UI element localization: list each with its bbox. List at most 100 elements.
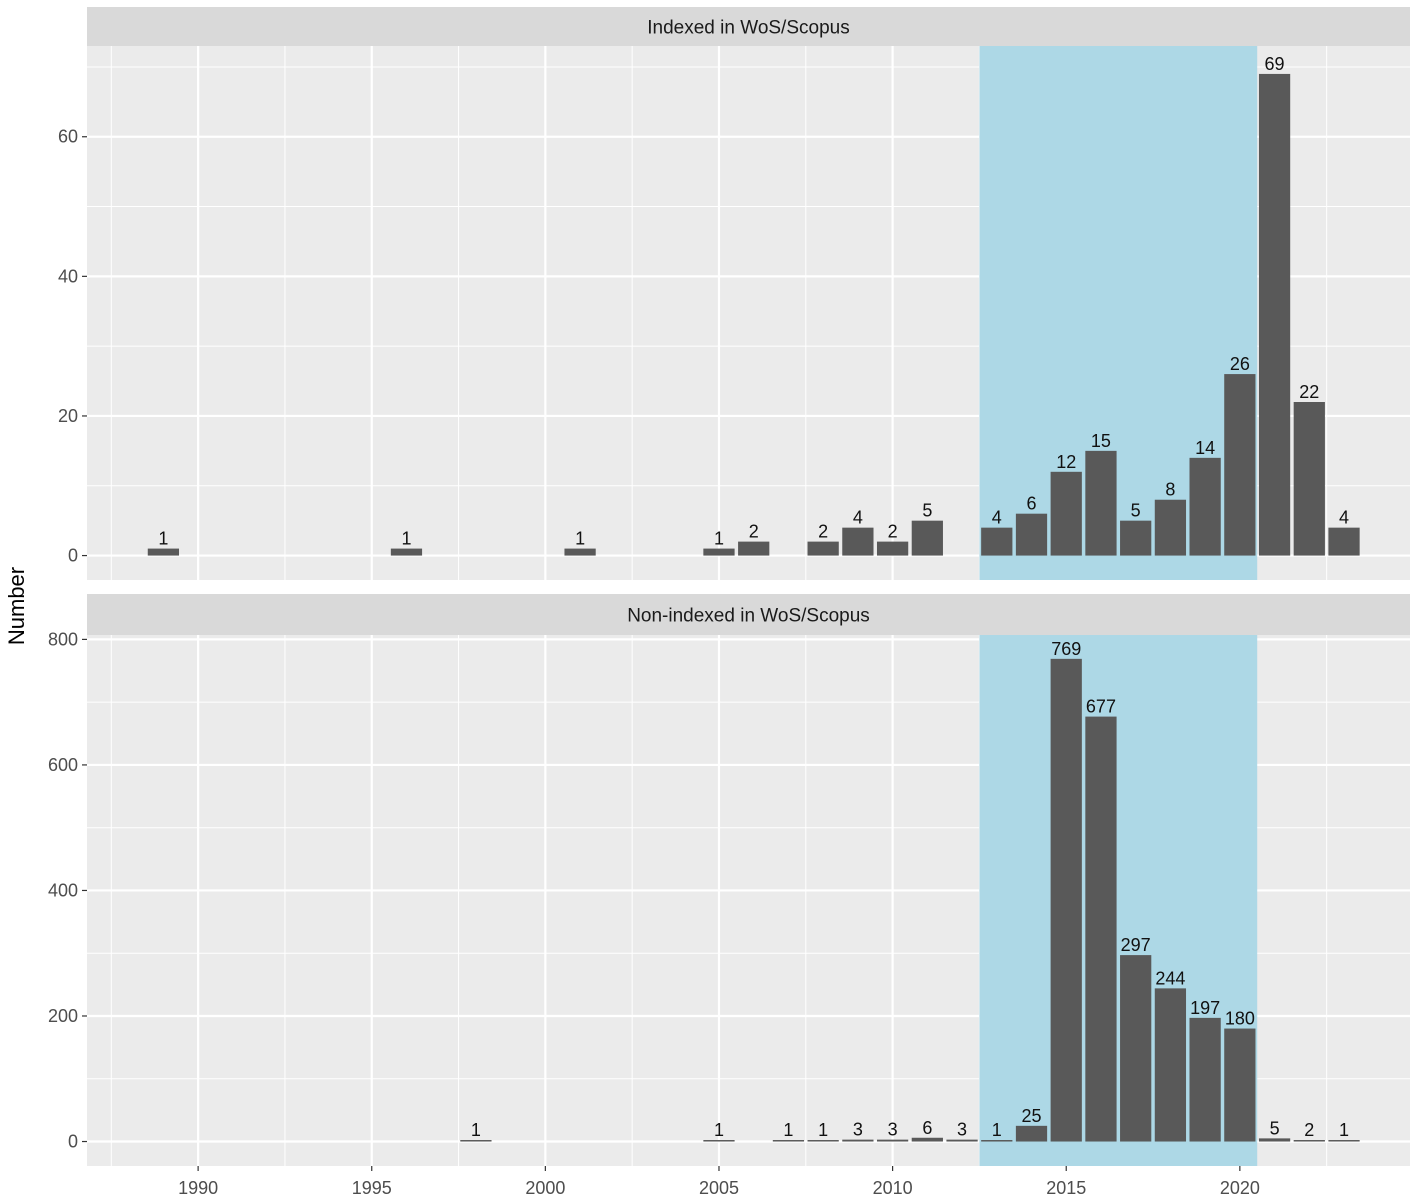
bar-value-label: 244 <box>1155 968 1185 988</box>
bar <box>147 548 180 556</box>
bar <box>1293 402 1325 556</box>
bar-value-label: 12 <box>1056 452 1076 472</box>
facet-strip <box>87 7 1410 46</box>
bar-value-label: 3 <box>853 1120 863 1140</box>
bar <box>1328 1140 1360 1142</box>
y-tick-label: 200 <box>48 1006 78 1026</box>
x-tick-label: 1990 <box>178 1178 218 1198</box>
bar-value-label: 297 <box>1121 935 1151 955</box>
bar-value-label: 2 <box>888 522 898 542</box>
bar <box>772 1140 805 1142</box>
bar <box>1085 716 1117 1142</box>
bar-value-label: 2 <box>1304 1120 1314 1140</box>
bar <box>911 1137 943 1142</box>
bar-value-label: 1 <box>471 1120 481 1140</box>
x-tick-label: 2000 <box>525 1178 565 1198</box>
y-tick-label: 60 <box>58 127 78 147</box>
x-tick-label: 2015 <box>1046 1178 1086 1198</box>
x-tick-label: 2020 <box>1220 1178 1260 1198</box>
bar-value-label: 2 <box>818 522 828 542</box>
bar <box>703 1140 735 1142</box>
bar <box>1328 527 1360 556</box>
bar-value-label: 25 <box>1021 1106 1041 1126</box>
bar <box>807 1140 839 1142</box>
bar <box>876 1139 909 1142</box>
bar <box>1293 1140 1325 1142</box>
bar-value-label: 5 <box>922 501 932 521</box>
bar-value-label: 5 <box>1270 1118 1280 1138</box>
bar <box>946 1139 978 1142</box>
x-tick-label: 2010 <box>873 1178 913 1198</box>
facet-title: Indexed in WoS/Scopus <box>647 18 849 39</box>
bar <box>564 548 596 556</box>
bar-value-label: 1 <box>158 529 168 549</box>
bar <box>460 1140 492 1142</box>
x-tick-label: 1995 <box>352 1178 392 1198</box>
y-tick-label: 0 <box>68 1132 78 1152</box>
bar-value-label: 4 <box>853 508 863 528</box>
bar <box>1120 520 1152 556</box>
bar <box>981 527 1013 556</box>
bar-value-label: 8 <box>1165 480 1175 500</box>
bar <box>1154 499 1187 556</box>
bar-value-label: 14 <box>1195 438 1215 458</box>
bar-value-label: 6 <box>1026 494 1036 514</box>
bar <box>1050 471 1082 556</box>
bar <box>1050 658 1082 1142</box>
bar <box>1015 1125 1048 1142</box>
bar-value-label: 5 <box>1131 501 1141 521</box>
bar-value-label: 1 <box>401 529 411 549</box>
bar-value-label: 26 <box>1230 354 1250 374</box>
x-tick-label: 2005 <box>699 1178 739 1198</box>
bar-value-label: 2 <box>749 522 759 542</box>
bar-value-label: 15 <box>1091 431 1111 451</box>
bar <box>1015 513 1048 556</box>
bar <box>876 541 909 556</box>
bar-value-label: 1 <box>818 1120 828 1140</box>
bar <box>738 541 770 556</box>
bar <box>842 1139 874 1142</box>
bar-value-label: 677 <box>1086 697 1116 717</box>
y-tick-label: 400 <box>48 880 78 900</box>
bar-value-label: 1 <box>714 1120 724 1140</box>
bar-value-label: 197 <box>1190 998 1220 1018</box>
facet-title: Non-indexed in WoS/Scopus <box>627 606 870 627</box>
bar-value-label: 4 <box>992 508 1002 528</box>
bar-value-label: 1 <box>783 1120 793 1140</box>
bar <box>981 1140 1013 1142</box>
bar-value-label: 180 <box>1225 1009 1255 1029</box>
bar <box>911 520 943 556</box>
bar-value-label: 1 <box>992 1120 1002 1140</box>
y-tick-label: 800 <box>48 629 78 649</box>
bar-value-label: 69 <box>1265 54 1285 74</box>
y-tick-label: 0 <box>68 546 78 566</box>
bar <box>390 548 423 556</box>
bar <box>807 541 839 556</box>
bar-value-label: 3 <box>957 1120 967 1140</box>
bar-value-label: 22 <box>1299 382 1319 402</box>
bar <box>1258 1138 1291 1142</box>
bar-value-label: 4 <box>1339 508 1349 528</box>
bar-value-label: 1 <box>1339 1120 1349 1140</box>
facet-strip <box>87 594 1410 635</box>
y-tick-label: 40 <box>58 266 78 286</box>
bar <box>1189 457 1221 556</box>
bar <box>1224 1028 1256 1142</box>
bar <box>842 527 874 556</box>
bar-value-label: 1 <box>714 529 724 549</box>
bar-value-label: 1 <box>575 529 585 549</box>
y-axis-title: Number <box>4 567 29 645</box>
bar-value-label: 6 <box>922 1118 932 1138</box>
y-tick-label: 20 <box>58 406 78 426</box>
bar <box>1154 988 1187 1142</box>
bar <box>1224 374 1256 556</box>
bar <box>1189 1017 1221 1142</box>
bar <box>1120 955 1152 1142</box>
bar <box>1085 450 1117 556</box>
bar-value-label: 769 <box>1051 639 1081 659</box>
bar-value-label: 3 <box>888 1120 898 1140</box>
bar <box>1258 73 1291 556</box>
